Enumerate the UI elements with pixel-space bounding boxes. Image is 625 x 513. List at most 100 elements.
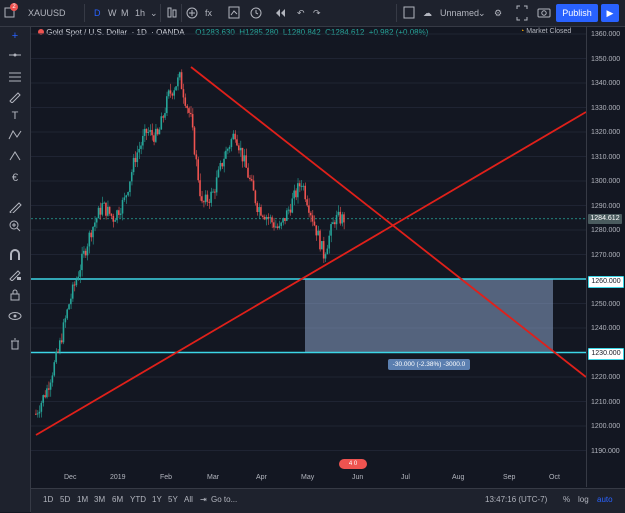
candle-body [330,224,332,236]
candle-body [35,413,37,415]
range-all[interactable]: All [184,495,193,504]
undo-icon[interactable]: ↶ [297,8,305,18]
bar-style-icon[interactable] [166,0,178,26]
candle-body [339,211,342,224]
candle-body [127,192,129,196]
price-chart[interactable] [31,27,586,474]
candle-body [304,185,307,200]
candle-body [261,215,264,217]
menu-icon[interactable] [4,0,16,26]
brush-icon[interactable] [0,91,30,106]
candle-body [156,128,159,135]
fullscreen-icon[interactable] [516,0,528,26]
interval-dropdown-icon[interactable]: ⌄ [150,8,158,18]
candle-body [164,113,166,118]
interval-w[interactable]: W [108,8,117,18]
clock-icon: ◔ [520,28,525,35]
goto-icon[interactable]: ⇥ [200,495,207,504]
replay-icon[interactable] [274,0,286,26]
range-5d[interactable]: 5D [60,495,71,504]
symbol-search[interactable]: XAUUSD [28,8,66,18]
legend-low: L1280.842 [282,28,321,37]
range-6m[interactable]: 6M [112,495,124,504]
indicators-icon[interactable] [186,0,198,26]
interval-1h[interactable]: 1h [135,8,146,18]
goto-button[interactable]: Go to... [211,495,238,504]
range-1y[interactable]: 1Y [152,495,162,504]
candle-body [73,284,76,286]
currency-icon[interactable]: € [11,172,19,184]
layout-icon[interactable] [403,0,415,26]
zoom-in-icon[interactable] [0,220,30,235]
interval-m[interactable]: M [121,8,129,18]
eye-icon[interactable] [0,310,30,325]
candle-body [297,183,299,198]
candle-body [173,90,175,96]
candle-body [302,185,305,187]
candle-body [280,222,283,226]
market-status-label: Market Closed [526,28,572,35]
auto-toggle[interactable]: auto [597,495,613,504]
candle-body [134,157,137,163]
percent-toggle[interactable]: % [563,495,571,504]
trendline-icon[interactable] [0,49,30,64]
candle-body [53,362,56,376]
clock-time[interactable]: 13:47:16 (UTC-7) [485,495,548,504]
redo-icon[interactable]: ↷ [313,8,321,18]
candle-body [328,235,330,249]
prediction-icon[interactable] [0,150,30,165]
time-tick: Sep [503,474,516,481]
ruler-icon[interactable] [0,201,30,216]
event-badge[interactable]: 4 0 [339,459,367,469]
lock-icon[interactable] [0,289,30,304]
templates-icon[interactable] [228,0,240,26]
candle-body [154,128,157,142]
candle-body [110,213,113,216]
candle-body [153,135,155,142]
price-tick: 1330.000 [591,104,621,112]
legend-close: C1284.612 [325,28,365,37]
candle-body [234,133,236,140]
candle-body [75,279,78,286]
top-toolbar: 2 XAUUSD D W M 1h ⌄ fx ↶ ↷ ☁ Unnamed ⌄ ⚙… [0,0,625,27]
symbol-title[interactable]: Gold Spot / U.S. Dollar [46,28,128,37]
camera-icon[interactable] [537,0,551,26]
magnet-icon[interactable] [0,249,30,264]
candle-body [315,225,318,236]
candle-body [47,388,50,390]
candle-body [116,210,118,221]
candle-body [64,318,67,323]
candle-body [226,148,229,151]
fib-icon[interactable] [0,71,30,86]
candle-body [77,276,80,280]
range-3m[interactable]: 3M [94,495,106,504]
text-icon[interactable]: T [11,110,19,122]
compare-icon[interactable]: fx [205,8,213,18]
crosshair-icon[interactable]: + [11,30,19,42]
range-ytd[interactable]: YTD [130,495,146,504]
ascending-trendline [35,111,586,436]
candle-body [212,191,214,193]
candle-body [160,116,163,130]
price-axis[interactable] [586,27,625,487]
settings-icon[interactable]: ⚙ [494,8,503,18]
range-5y[interactable]: 5Y [168,495,178,504]
candle-body [40,402,43,412]
price-tick: 1250.000 [591,300,621,308]
candle-body [175,86,177,91]
trash-icon[interactable] [0,338,30,353]
log-toggle[interactable]: log [578,495,589,504]
layout-name[interactable]: Unnamed [440,8,480,18]
range-1d[interactable]: 1D [43,495,54,504]
publish-arrow-icon[interactable]: ▶ [601,4,619,22]
candle-body [195,154,198,160]
stay-drawing-icon[interactable] [0,269,30,284]
publish-button[interactable]: Publish [556,4,598,22]
pattern-icon[interactable] [0,129,30,144]
interval-d[interactable]: D [94,8,101,18]
candle-body [167,90,170,97]
alert-icon[interactable] [250,0,262,26]
layout-dropdown-icon[interactable]: ⌄ [478,8,486,18]
candle-body [228,147,231,149]
range-1m[interactable]: 1M [77,495,89,504]
